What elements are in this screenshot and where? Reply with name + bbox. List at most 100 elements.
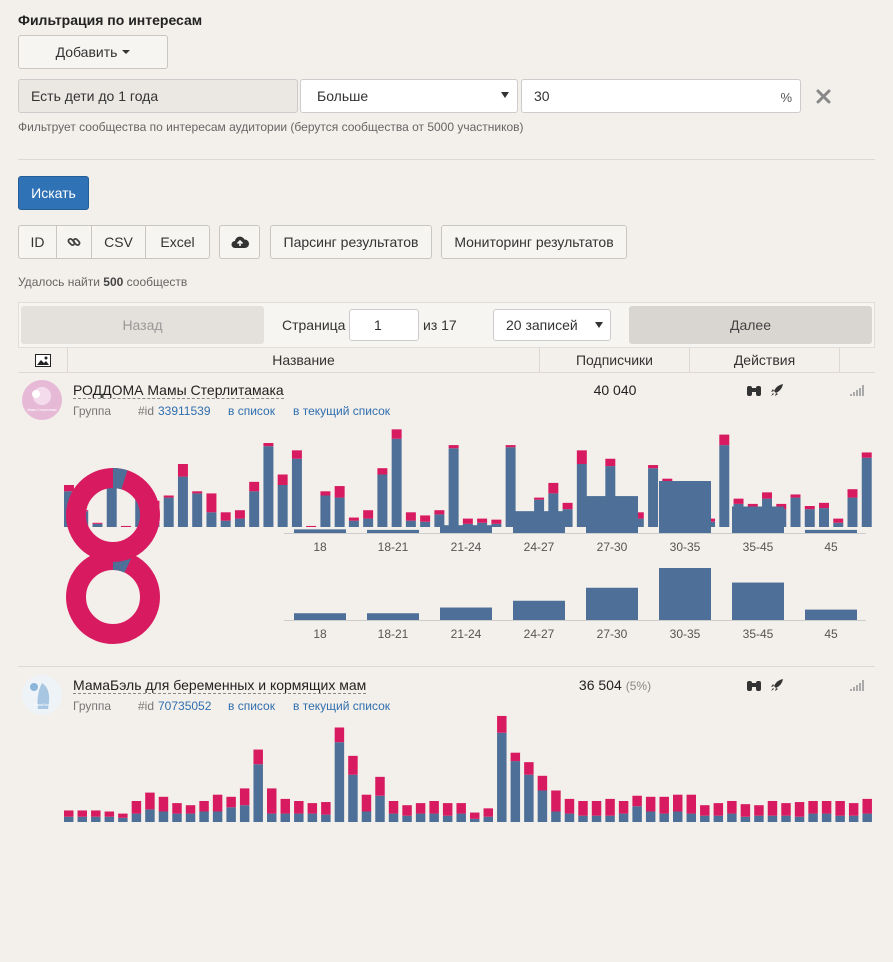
found-count-text: Удалось найти 500 сообществ <box>18 275 187 289</box>
daily-bar-interest <box>442 803 453 816</box>
monitor-results-button[interactable]: Мониторинг результатов <box>441 225 627 259</box>
daily-bar-subscribers <box>280 813 291 822</box>
cloud-upload-button[interactable] <box>219 225 260 259</box>
daily-bar-interest <box>321 802 331 815</box>
filter-hint: Фильтрует сообщества по интересам аудито… <box>18 120 524 134</box>
age-bar <box>513 511 565 533</box>
signal-icon[interactable] <box>850 679 865 691</box>
age-tick-label: 21-24 <box>451 627 482 641</box>
signal-bar <box>856 390 858 396</box>
daily-bar-subscribers <box>420 521 431 527</box>
unit-label: % <box>780 90 792 105</box>
daily-bar-subscribers <box>648 468 659 527</box>
add-to-current-list-link[interactable]: в текущий список <box>293 404 391 418</box>
daily-bar-interest <box>618 801 629 814</box>
daily-bar-subscribers <box>361 811 372 822</box>
age-bar <box>440 607 492 620</box>
signal-bar <box>853 687 855 691</box>
signal-bar <box>853 392 855 396</box>
signal-icon[interactable] <box>850 384 865 396</box>
daily-bar-subscribers <box>267 813 277 822</box>
daily-bar-interest <box>819 502 829 509</box>
daily-bar-subscribers <box>551 811 561 822</box>
daily-bar-interest <box>434 510 445 515</box>
age-bar <box>732 582 784 620</box>
avatar-shape <box>37 683 50 709</box>
community-id-link[interactable]: 33911539 <box>158 404 211 418</box>
daily-bar-subscribers <box>172 813 182 822</box>
add-to-current-list-link[interactable]: в текущий список <box>293 699 391 713</box>
export-csv-button[interactable]: CSV <box>92 226 146 258</box>
age-tick-label: 45 <box>824 627 838 641</box>
cloud-upload-icon <box>231 236 249 248</box>
daily-bar-interest <box>862 798 872 814</box>
avatar-shape <box>32 390 40 398</box>
image-icon <box>34 353 51 367</box>
value-input[interactable]: 30 % <box>521 79 801 113</box>
age-tick-label: 18 <box>313 627 327 641</box>
daily-bar-subscribers <box>794 816 805 822</box>
rocket-icon[interactable] <box>770 383 784 397</box>
daily-bar-interest <box>497 715 507 733</box>
binoculars-icon[interactable] <box>746 383 762 397</box>
divider <box>18 159 875 160</box>
daily-bar-interest <box>762 492 773 499</box>
daily-bar-subscribers <box>158 811 169 822</box>
add-filter-button[interactable]: Добавить <box>18 35 168 69</box>
community-type: Группа <box>73 404 112 418</box>
daily-bar-interest <box>92 522 103 524</box>
page-input[interactable]: 1 <box>349 309 419 341</box>
daily-bar-subscribers <box>861 457 872 527</box>
next-page-button[interactable]: Далее <box>629 306 872 344</box>
daily-bar-subscribers <box>804 509 815 527</box>
age-tick-label: 18-21 <box>378 540 409 554</box>
age-tick-label: 35-45 <box>743 540 774 554</box>
prev-page-button[interactable]: Назад <box>21 306 264 344</box>
daily-bar-subscribers <box>862 813 872 822</box>
community-name-link[interactable]: МамаБэль для беременных и кормящих мам <box>73 677 367 694</box>
export-id-button[interactable]: ID <box>19 226 57 258</box>
age-bar <box>732 506 784 533</box>
daily-bar-interest <box>199 801 209 812</box>
subscriber-count: 36 504 (5%) <box>540 677 690 693</box>
daily-bar-interest <box>700 805 710 816</box>
community-id-link[interactable]: 70735052 <box>158 699 212 713</box>
avatar[interactable]: Мамы Стерлитамак <box>22 380 62 420</box>
avatar[interactable]: МамаБэль <box>22 675 62 715</box>
daily-bar-subscribers <box>199 811 209 822</box>
remove-filter-icon[interactable] <box>816 89 831 104</box>
binoculars-icon[interactable] <box>746 678 762 692</box>
page-label: Страница <box>282 317 346 333</box>
add-to-list-link[interactable]: в список <box>228 699 275 713</box>
per-page-select[interactable]: 20 записей <box>493 309 611 341</box>
add-to-list-link[interactable]: в список <box>228 404 275 418</box>
signal-bar <box>859 388 861 396</box>
daily-bar-subscribers <box>64 816 74 822</box>
interest-field[interactable]: Есть дети до 1 года <box>18 79 298 113</box>
search-button[interactable]: Искать <box>18 176 89 210</box>
header-name[interactable]: Название <box>68 347 540 373</box>
daily-bar-subscribers <box>320 495 331 527</box>
export-excel-button[interactable]: Excel <box>160 234 195 250</box>
community-name-link[interactable]: РОДДОМА Мамы Стерлитамака <box>73 382 284 399</box>
community-id-prefix: #id <box>138 699 155 713</box>
daily-bar-subscribers <box>106 483 117 527</box>
header-subscribers[interactable]: Подписчики <box>540 347 690 373</box>
parse-results-button[interactable]: Парсинг результатов <box>270 225 432 259</box>
export-links-button[interactable] <box>57 226 92 258</box>
daily-bar-interest <box>733 498 744 504</box>
header-image-col <box>18 347 68 373</box>
daily-bar-subscribers <box>294 813 304 822</box>
signal-bar <box>850 394 852 396</box>
daily-bar-subscribers <box>321 814 331 822</box>
rocket-icon[interactable] <box>770 678 784 692</box>
row-divider <box>18 666 875 667</box>
operator-select[interactable]: Больше <box>300 79 518 113</box>
daily-bar-interest <box>833 518 844 523</box>
daily-bar-subscribers <box>92 523 103 527</box>
daily-bar-interest <box>334 727 345 743</box>
age-tick-label: 30-35 <box>670 540 701 554</box>
daily-bar-interest <box>645 796 656 812</box>
daily-bar-interest <box>212 794 223 812</box>
age-tick-label: 27-30 <box>597 540 628 554</box>
